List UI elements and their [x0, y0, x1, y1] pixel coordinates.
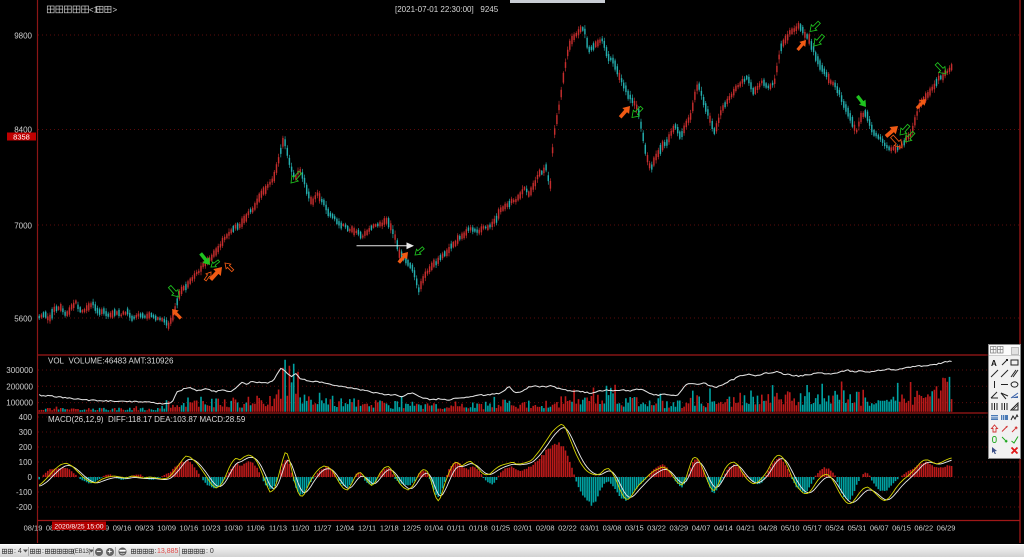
- svg-text:01/11: 01/11: [447, 524, 465, 533]
- svg-text:06/07: 06/07: [870, 524, 889, 533]
- svg-text:300000: 300000: [6, 366, 33, 375]
- svg-text:10/30: 10/30: [224, 524, 243, 533]
- svg-text:300: 300: [19, 428, 33, 437]
- svg-text:100000: 100000: [6, 399, 33, 408]
- svg-text:8400: 8400: [14, 126, 32, 135]
- svg-text:05/31: 05/31: [848, 524, 867, 533]
- svg-text:03/29: 03/29: [669, 524, 688, 533]
- svg-text:06/29: 06/29: [937, 524, 956, 533]
- svg-text:06/15: 06/15: [892, 524, 911, 533]
- svg-text:MACD(26,12,9) DIFF:118.17 DEA: MACD(26,12,9) DIFF:118.17 DEA:103.87 MAC…: [48, 415, 246, 424]
- svg-text:08/19: 08/19: [24, 524, 43, 533]
- svg-text:VOL VOLUME:46483 AMT:310926: VOL VOLUME:46483 AMT:310926: [48, 357, 174, 366]
- svg-text:9800: 9800: [14, 32, 32, 41]
- svg-text:12/11: 12/11: [358, 524, 376, 533]
- svg-text:03/15: 03/15: [625, 524, 644, 533]
- svg-text:04/07: 04/07: [692, 524, 711, 533]
- svg-text:[2021-07-01 22:30:00] 9245: [2021-07-01 22:30:00] 9245: [395, 5, 499, 14]
- svg-text:01/18: 01/18: [469, 524, 488, 533]
- svg-text:-200: -200: [16, 503, 33, 512]
- svg-text:05/17: 05/17: [803, 524, 822, 533]
- svg-text:12/04: 12/04: [335, 524, 354, 533]
- svg-text:10/23: 10/23: [202, 524, 221, 533]
- svg-text:03/08: 03/08: [603, 524, 622, 533]
- svg-text:02/22: 02/22: [558, 524, 577, 533]
- svg-text:-100: -100: [16, 488, 33, 497]
- svg-text:10/09: 10/09: [157, 524, 176, 533]
- svg-text:<1: <1: [89, 6, 99, 15]
- svg-text:11/20: 11/20: [291, 524, 309, 533]
- svg-text:A: A: [991, 359, 997, 367]
- svg-text:03/01: 03/01: [580, 524, 599, 533]
- svg-text:05/10: 05/10: [781, 524, 800, 533]
- svg-text:04/14: 04/14: [714, 524, 733, 533]
- svg-text:8358: 8358: [13, 133, 30, 142]
- svg-text:04/21: 04/21: [736, 524, 755, 533]
- svg-text:01/25: 01/25: [491, 524, 510, 533]
- svg-text:01/04: 01/04: [424, 524, 443, 533]
- svg-text:11/06: 11/06: [247, 524, 265, 533]
- svg-text:11/27: 11/27: [313, 524, 331, 533]
- svg-text:09/16: 09/16: [113, 524, 132, 533]
- svg-text:09/23: 09/23: [135, 524, 154, 533]
- svg-text:02/01: 02/01: [514, 524, 533, 533]
- svg-text:2020/8/25 15:00: 2020/8/25 15:00: [54, 524, 103, 531]
- svg-text:100: 100: [19, 458, 33, 467]
- svg-text:7000: 7000: [14, 222, 32, 231]
- svg-text:05/24: 05/24: [825, 524, 844, 533]
- svg-text:03/22: 03/22: [647, 524, 666, 533]
- svg-text:02/08: 02/08: [536, 524, 555, 533]
- svg-text:12/18: 12/18: [380, 524, 399, 533]
- svg-text:06/22: 06/22: [914, 524, 933, 533]
- svg-text:12/25: 12/25: [402, 524, 421, 533]
- svg-text:11/13: 11/13: [269, 524, 287, 533]
- svg-text:>: >: [113, 6, 118, 15]
- svg-text:10/16: 10/16: [179, 524, 198, 533]
- svg-text:400: 400: [19, 413, 33, 422]
- svg-text:04/28: 04/28: [759, 524, 778, 533]
- svg-text:200: 200: [19, 443, 33, 452]
- svg-text:5600: 5600: [14, 315, 32, 324]
- svg-text:200000: 200000: [6, 382, 33, 391]
- svg-text:0: 0: [28, 473, 33, 482]
